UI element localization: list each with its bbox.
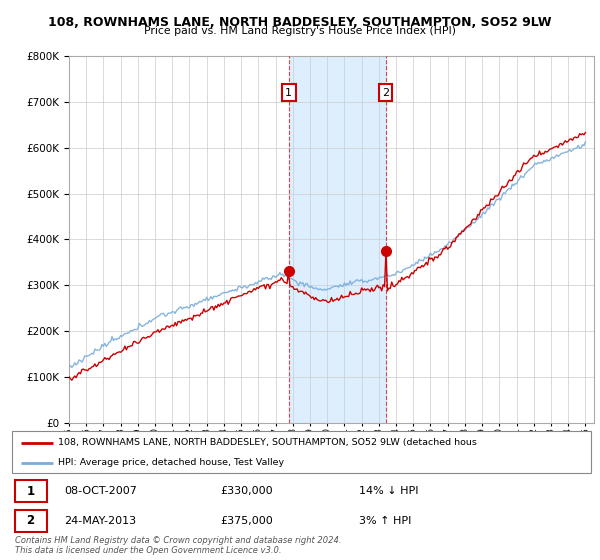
Text: £330,000: £330,000 [220,486,273,496]
Text: Contains HM Land Registry data © Crown copyright and database right 2024.
This d: Contains HM Land Registry data © Crown c… [15,536,341,556]
Text: 08-OCT-2007: 08-OCT-2007 [64,486,137,496]
Text: 1: 1 [26,484,35,498]
Text: 14% ↓ HPI: 14% ↓ HPI [359,486,419,496]
Text: 1: 1 [286,88,292,97]
Text: HPI: Average price, detached house, Test Valley: HPI: Average price, detached house, Test… [58,458,284,467]
Text: 2: 2 [26,514,35,528]
Text: Price paid vs. HM Land Registry's House Price Index (HPI): Price paid vs. HM Land Registry's House … [144,26,456,36]
FancyBboxPatch shape [12,431,591,473]
Text: 3% ↑ HPI: 3% ↑ HPI [359,516,412,526]
FancyBboxPatch shape [15,480,47,502]
FancyBboxPatch shape [15,510,47,532]
Text: 2: 2 [382,88,389,97]
Text: 108, ROWNHAMS LANE, NORTH BADDESLEY, SOUTHAMPTON, SO52 9LW: 108, ROWNHAMS LANE, NORTH BADDESLEY, SOU… [48,16,552,29]
Bar [289,56,386,423]
Text: £375,000: £375,000 [220,516,273,526]
Text: 24-MAY-2013: 24-MAY-2013 [64,516,136,526]
Text: 108, ROWNHAMS LANE, NORTH BADDESLEY, SOUTHAMPTON, SO52 9LW (detached hous: 108, ROWNHAMS LANE, NORTH BADDESLEY, SOU… [58,438,477,447]
